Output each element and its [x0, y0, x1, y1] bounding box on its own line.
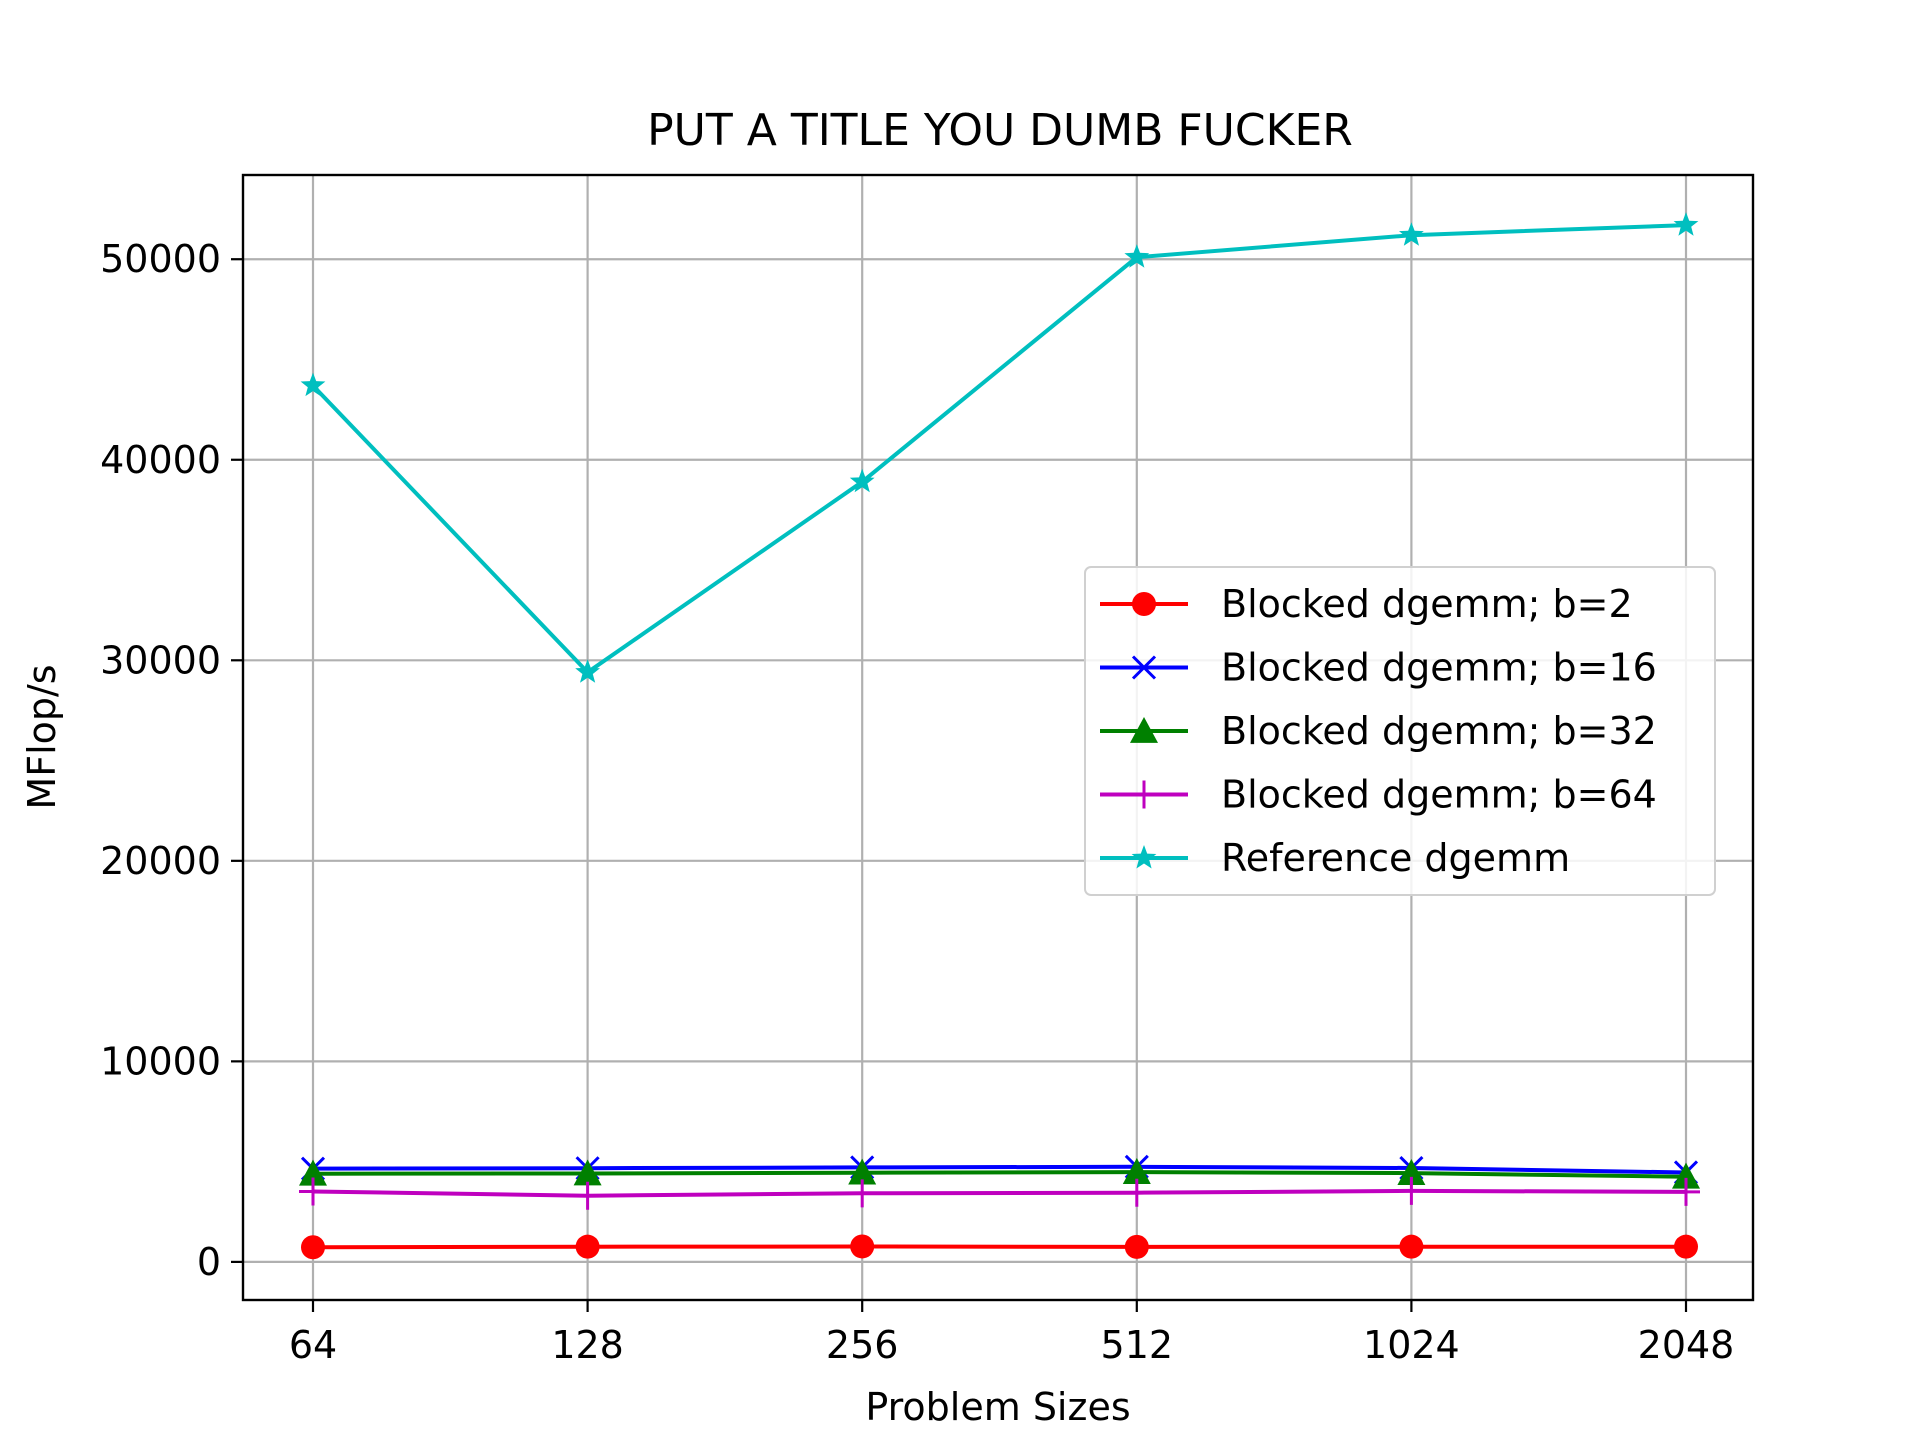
data-point: [1122, 1178, 1151, 1207]
legend-label: Blocked dgemm; b=2: [1221, 582, 1633, 626]
chart-title: PUT A TITLE YOU DUMB FUCKER: [647, 105, 1353, 156]
y-tick-label: 0: [197, 1240, 221, 1284]
legend-label: Reference dgemm: [1221, 836, 1570, 880]
x-axis: 64 128 256 512 1024 2048: [289, 1300, 1735, 1367]
data-point: [1397, 1176, 1426, 1205]
legend-item: Blocked dgemm; b=64: [1100, 773, 1657, 817]
x-tick-label: 128: [551, 1323, 624, 1367]
data-point: [1399, 1234, 1424, 1259]
legend-marker: [1132, 592, 1156, 616]
legend-marker: [1131, 655, 1157, 680]
data-point: [1672, 1177, 1700, 1206]
legend-label: Blocked dgemm; b=64: [1221, 773, 1657, 817]
legend-item: Reference dgemm: [1100, 836, 1570, 880]
data-point: [573, 1159, 602, 1186]
data-point: [301, 1235, 325, 1260]
data-point: [1674, 1234, 1698, 1259]
legend-marker: [1130, 780, 1158, 809]
y-tick-label: 50000: [100, 237, 221, 281]
series-4: [299, 1176, 1700, 1210]
data-point: [1124, 1234, 1149, 1259]
legend-marker: [1131, 845, 1157, 869]
data-point: [299, 1177, 327, 1206]
data-point: [575, 659, 600, 683]
plot-frame: [241, 173, 1755, 1302]
data-point: [1673, 212, 1699, 236]
x-tick-label: 256: [826, 1323, 899, 1367]
series-line: [312, 1170, 1687, 1179]
legend-label: Blocked dgemm; b=32: [1221, 709, 1657, 753]
legend-label: Blocked dgemm; b=16: [1221, 646, 1657, 690]
series-layer: [299, 212, 1700, 1260]
series-5: [300, 212, 1699, 683]
data-point: [850, 1234, 875, 1259]
x-tick-label: 512: [1101, 1323, 1174, 1367]
data-point: [849, 468, 875, 493]
legend: Blocked dgemm; b=2 Blocked dgemm; b=16 Blo…: [1084, 566, 1716, 896]
data-point: [848, 1179, 877, 1208]
data-point: [1124, 244, 1150, 268]
series-line: [312, 1164, 1687, 1175]
legend-item: Blocked dgemm; b=2: [1100, 582, 1633, 626]
y-tick-label: 20000: [100, 839, 221, 883]
data-point: [1672, 1162, 1700, 1189]
data-point: [299, 1159, 327, 1186]
data-point: [300, 372, 326, 397]
y-tick-label: 40000: [100, 438, 221, 482]
data-point: [575, 1234, 600, 1259]
data-point: [1122, 1158, 1151, 1184]
y-tick-label: 30000: [100, 638, 221, 682]
data-point: [1399, 222, 1424, 246]
series-line: [311, 223, 1687, 675]
series-line: [312, 1244, 1686, 1250]
legend-marker: [1130, 717, 1158, 743]
y-tick-label: 10000: [100, 1039, 221, 1083]
y-axis-label: MFlop/s: [20, 664, 64, 809]
data-point: [1397, 1159, 1426, 1185]
data-point: [573, 1181, 602, 1210]
x-tick-label: 1024: [1363, 1323, 1460, 1367]
series-3: [299, 1158, 1700, 1189]
series-line: [312, 1188, 1687, 1198]
legend-item: Blocked dgemm; b=32: [1100, 709, 1657, 753]
y-axis: 0 10000 20000 30000 40000 50000: [100, 237, 243, 1284]
x-tick-label: 2048: [1638, 1323, 1735, 1367]
series-1: [301, 1234, 1698, 1260]
x-axis-label: Problem Sizes: [865, 1385, 1130, 1429]
data-point: [848, 1158, 877, 1185]
legend-item: Blocked dgemm; b=16: [1100, 646, 1657, 690]
legend-box: [1084, 566, 1716, 896]
x-tick-label: 64: [289, 1323, 337, 1367]
